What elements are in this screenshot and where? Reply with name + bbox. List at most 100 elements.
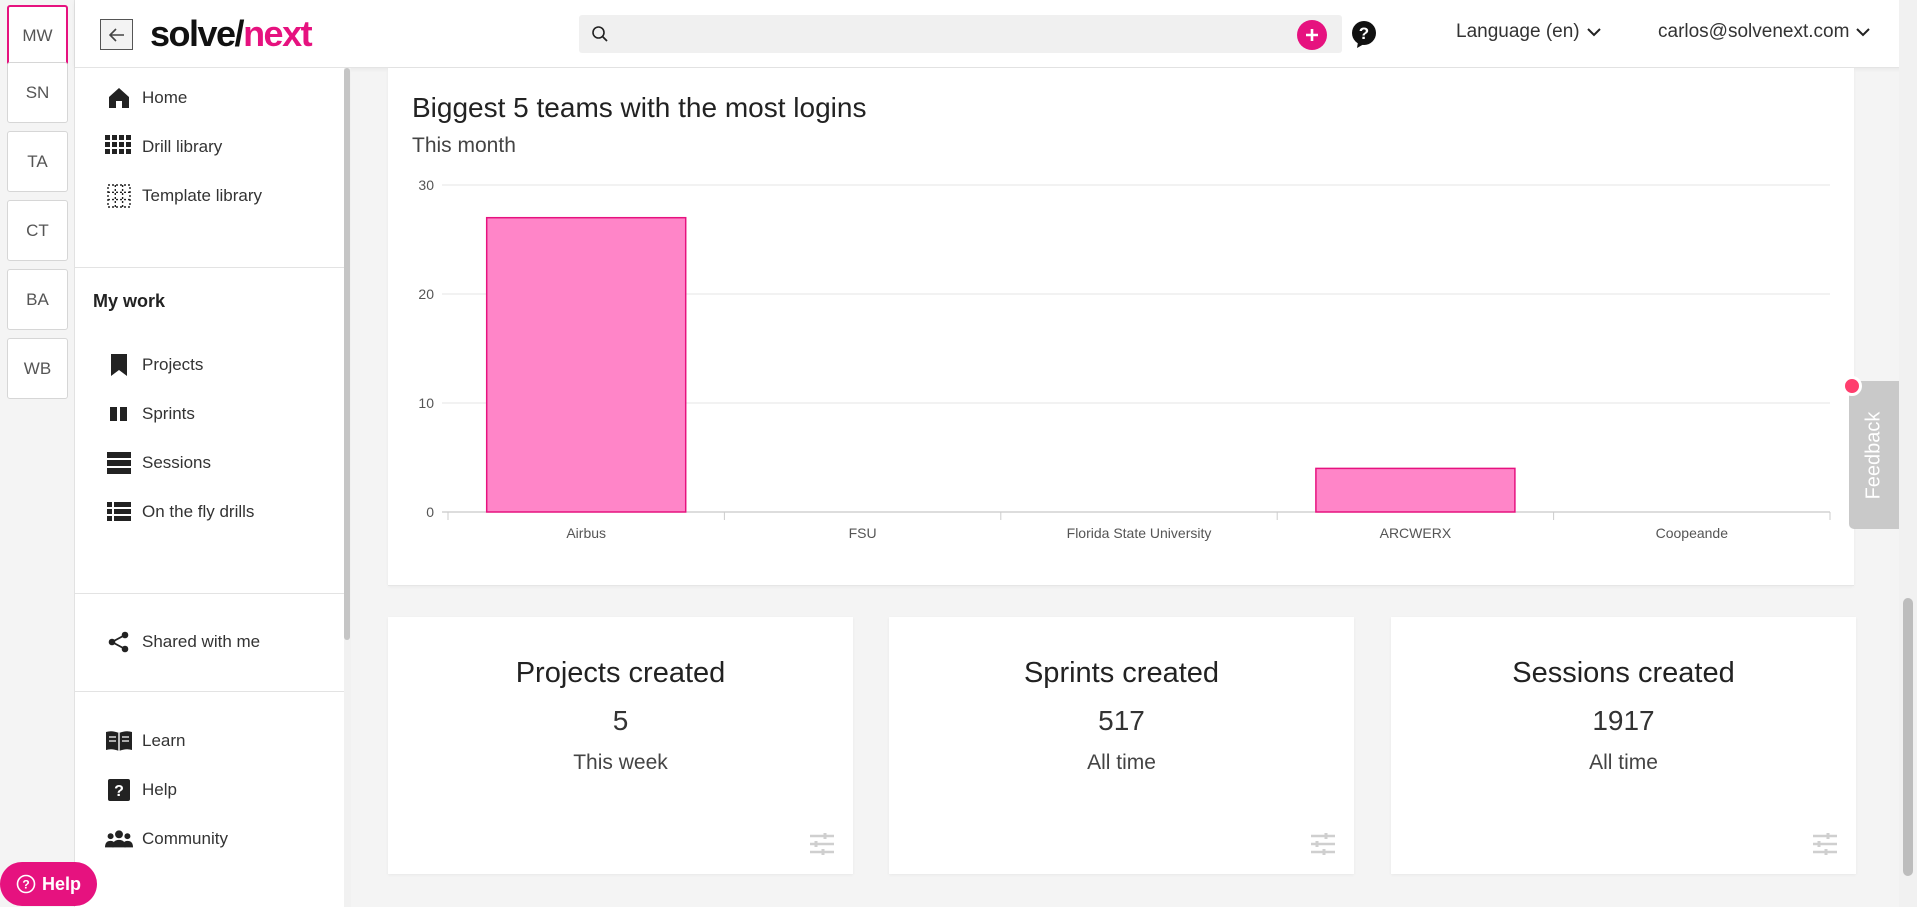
help-question-button[interactable]: ? — [1349, 19, 1379, 49]
chart-subtitle: This month — [412, 134, 516, 157]
sidebar-item-projects[interactable]: Projects — [75, 343, 344, 387]
x-tick-label: ARCWERX — [1380, 525, 1452, 541]
sidebar-item-label: Community — [142, 829, 228, 848]
back-button[interactable] — [100, 19, 133, 50]
workspace-wb[interactable]: WB — [7, 338, 68, 399]
share-icon — [105, 628, 133, 656]
help-button[interactable]: ? Help — [0, 862, 97, 906]
logo-text-solve: solve/ — [150, 13, 245, 54]
stat-value: 1917 — [1592, 705, 1655, 736]
sidebar-item-home[interactable]: Home — [75, 76, 344, 120]
feedback-label: Feedback — [1862, 411, 1885, 499]
sidebar-item-label: Drill library — [142, 137, 223, 156]
y-tick-label: 20 — [418, 286, 434, 302]
sidebar-item-community[interactable]: Community — [75, 817, 344, 861]
dotted-grid-icon — [105, 182, 133, 210]
search-bar[interactable] — [579, 15, 1342, 53]
bar-chart: 0 10 20 30 Airbus FSU Florida State University… — [418, 177, 1831, 541]
book-icon — [105, 727, 133, 755]
chevron-down-icon — [1856, 28, 1871, 37]
workspace-sn[interactable]: SN — [7, 62, 68, 123]
sliders-icon[interactable] — [1310, 832, 1336, 856]
search-input[interactable] — [617, 15, 1342, 53]
workspace-mw[interactable]: MW — [7, 5, 68, 66]
sidebar: Home Drill library Template library My w… — [75, 68, 344, 907]
sliders-icon[interactable] — [809, 832, 835, 856]
chart-title: Biggest 5 teams with the most logins — [412, 92, 867, 123]
sidebar-divider — [75, 593, 344, 594]
stat-value: 517 — [1098, 705, 1145, 736]
svg-text:?: ? — [114, 783, 124, 800]
stat-title: Projects created — [515, 657, 726, 689]
my-work-heading: My work — [93, 291, 166, 311]
create-button[interactable] — [1297, 20, 1327, 50]
columns-icon — [105, 400, 133, 428]
x-tick-label: FSU — [849, 525, 877, 541]
sidebar-scrollbar-thumb[interactable] — [344, 68, 350, 640]
language-selector[interactable]: Language (en) — [1456, 21, 1602, 43]
chevron-down-icon — [1586, 28, 1601, 37]
stat-title: Sprints created — [1023, 657, 1220, 689]
logo-text-next: next — [243, 13, 313, 54]
projects-created-card: Projects created 5 This week — [388, 617, 853, 874]
workspace-ba[interactable]: BA — [7, 269, 68, 330]
sidebar-item-label: Projects — [142, 355, 204, 374]
sprints-created-card: Sprints created 517 All time — [889, 617, 1354, 874]
plus-icon — [1306, 29, 1318, 41]
sidebar-item-label: Home — [142, 88, 188, 107]
logo[interactable]: solve/next — [150, 12, 313, 56]
bar-arcwerx — [1315, 467, 1516, 513]
sidebar-item-drill-library[interactable]: Drill library — [75, 125, 344, 169]
x-tick-label: Airbus — [566, 525, 606, 541]
language-label: Language (en) — [1456, 21, 1580, 42]
workspace-rail: MW SN TA CT BA WB — [0, 0, 75, 907]
people-icon — [105, 825, 133, 853]
svg-text:?: ? — [1359, 24, 1369, 43]
user-email: carlos@solvenext.com — [1658, 21, 1850, 42]
sidebar-item-template-library[interactable]: Template library — [75, 174, 344, 218]
workspace-ta[interactable]: TA — [7, 131, 68, 192]
search-icon — [592, 26, 608, 42]
sidebar-item-label: Help — [142, 780, 177, 799]
sidebar-item-label: Sessions — [142, 453, 211, 472]
sidebar-item-help[interactable]: ? Help — [75, 768, 344, 812]
home-icon — [105, 84, 133, 112]
arrow-left-icon — [108, 27, 124, 42]
bookmark-icon — [105, 351, 133, 379]
y-tick-label: 30 — [418, 177, 434, 193]
sidebar-divider — [75, 691, 344, 692]
sidebar-item-sprints[interactable]: Sprints — [75, 392, 344, 436]
sidebar-item-learn[interactable]: Learn — [75, 719, 344, 763]
top-bar: solve/next ? Language (en) carlos@solven… — [75, 0, 1917, 68]
svg-text:?: ? — [22, 878, 29, 892]
sessions-created-card: Sessions created 1917 All time — [1391, 617, 1856, 874]
user-menu[interactable]: carlos@solvenext.com — [1658, 21, 1871, 43]
workspace-ct[interactable]: CT — [7, 200, 68, 261]
sliders-icon[interactable] — [1812, 832, 1838, 856]
stat-period: All time — [1087, 751, 1156, 774]
stack-icon — [105, 449, 133, 477]
page-scrollbar-thumb[interactable] — [1903, 598, 1913, 876]
feedback-notification-dot[interactable] — [1842, 376, 1862, 396]
y-tick-label: 10 — [418, 395, 434, 411]
stat-value: 5 — [612, 705, 629, 736]
stat-period: This week — [573, 751, 668, 774]
stat-period: All time — [1589, 751, 1658, 774]
sidebar-item-on-the-fly-drills[interactable]: On the fly drills — [75, 490, 344, 534]
feedback-tab[interactable]: Feedback — [1849, 381, 1899, 529]
list-icon — [105, 498, 133, 526]
sidebar-item-label: Shared with me — [142, 632, 261, 651]
sidebar-item-sessions[interactable]: Sessions — [75, 441, 344, 485]
logins-chart-card: Biggest 5 teams with the most logins Thi… — [388, 68, 1854, 586]
sidebar-item-label: On the fly drills — [142, 502, 255, 521]
stat-title: Sessions created — [1512, 657, 1735, 689]
sidebar-item-label: Sprints — [142, 404, 195, 423]
sidebar-item-shared-with-me[interactable]: Shared with me — [75, 620, 344, 664]
x-tick-label: Florida State University — [1067, 525, 1212, 541]
sidebar-divider — [75, 267, 344, 268]
grid-icon — [105, 133, 133, 161]
y-tick-label: 0 — [426, 504, 434, 520]
sidebar-item-label: Learn — [142, 731, 186, 750]
question-bubble-icon: ? — [1352, 21, 1376, 48]
x-tick-label: Coopeande — [1656, 525, 1729, 541]
